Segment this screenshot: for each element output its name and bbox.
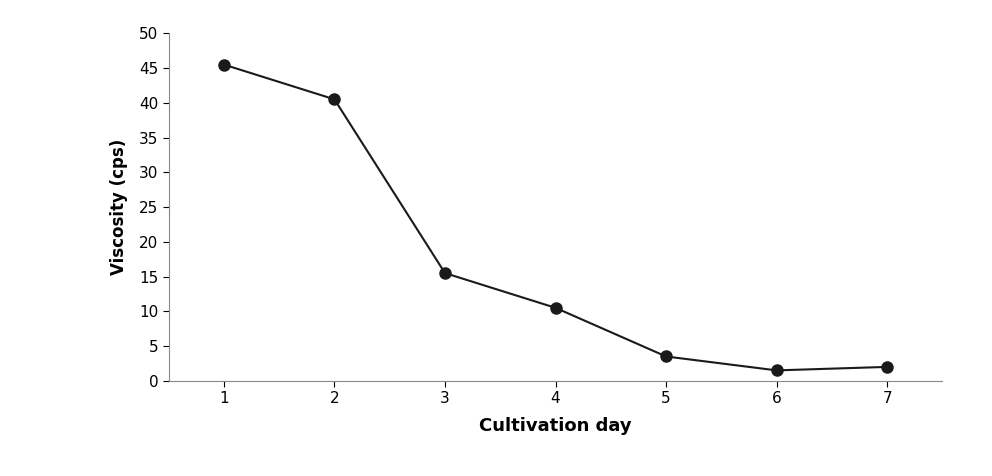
X-axis label: Cultivation day: Cultivation day	[479, 417, 632, 436]
Y-axis label: Viscosity (cps): Viscosity (cps)	[110, 139, 128, 275]
